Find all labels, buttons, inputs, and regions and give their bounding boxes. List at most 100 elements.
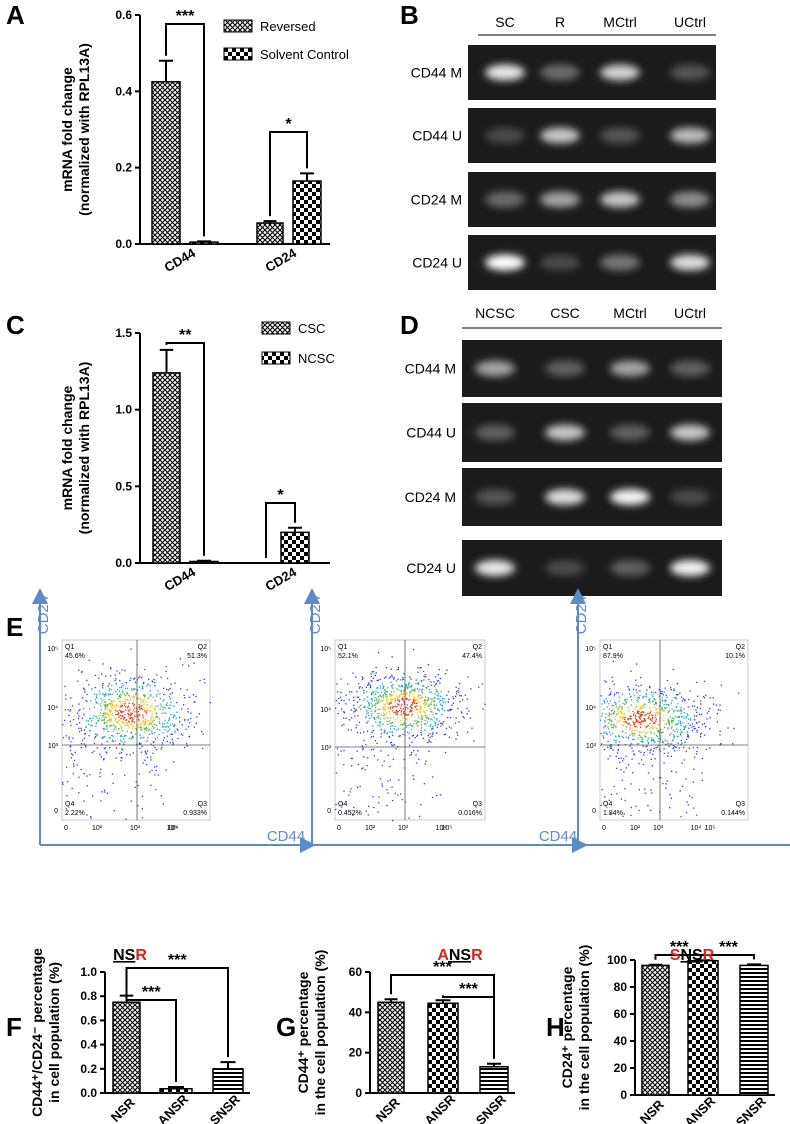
event-dot	[439, 677, 442, 680]
gel-band	[475, 489, 515, 505]
event-dot	[670, 727, 672, 729]
event-dot	[665, 743, 667, 745]
event-dot	[692, 781, 695, 783]
event-dot	[639, 690, 641, 692]
event-dot	[186, 745, 188, 747]
event-dot	[650, 748, 652, 751]
event-dot	[110, 719, 113, 721]
event-dot	[387, 792, 389, 794]
panel-letter: G	[276, 1012, 296, 1042]
event-dot	[113, 700, 115, 702]
event-dot	[649, 698, 651, 700]
quadrant-percent: 45.6%	[65, 653, 85, 660]
event-dot	[643, 706, 645, 708]
event-dot	[141, 714, 144, 716]
event-dot	[111, 707, 113, 709]
event-dot	[109, 718, 111, 721]
event-dot	[125, 709, 127, 711]
event-dot	[639, 717, 641, 719]
event-dot	[681, 762, 683, 764]
event-dot	[106, 713, 108, 715]
event-dot	[190, 717, 192, 720]
event-dot	[415, 682, 417, 685]
event-dot	[163, 699, 165, 701]
event-dot	[384, 713, 386, 715]
event-dot	[157, 774, 160, 776]
event-dot	[413, 699, 416, 702]
quadrant-name: Q2	[736, 644, 745, 651]
event-dot	[108, 708, 110, 710]
event-dot	[99, 753, 101, 756]
legend-swatch	[223, 19, 253, 33]
event-dot	[638, 710, 640, 713]
event-dot	[144, 720, 147, 722]
event-dot	[104, 706, 106, 708]
event-dot	[80, 743, 83, 745]
event-dot	[146, 701, 148, 703]
event-dot	[672, 729, 674, 731]
event-dot	[103, 699, 105, 701]
event-dot	[679, 721, 682, 723]
event-dot	[391, 734, 394, 737]
event-dot	[406, 687, 409, 689]
event-dot	[391, 694, 393, 696]
bar	[112, 1001, 141, 1094]
event-dot	[608, 708, 610, 710]
event-dot	[400, 711, 402, 713]
event-dot	[687, 804, 689, 806]
event-dot	[108, 683, 110, 685]
event-dot	[91, 725, 94, 727]
event-dot	[682, 722, 684, 724]
event-dot	[85, 726, 87, 728]
event-dot	[153, 681, 156, 684]
event-dot	[408, 817, 410, 819]
event-dot	[630, 743, 633, 745]
event-dot	[616, 692, 618, 694]
event-dot	[103, 721, 106, 723]
event-dot	[170, 683, 172, 686]
event-dot	[654, 741, 656, 743]
event-dot	[600, 804, 602, 807]
event-dot	[170, 702, 172, 704]
event-dot	[378, 713, 380, 715]
event-dot	[204, 682, 206, 684]
event-dot	[186, 689, 188, 691]
event-dot	[142, 721, 145, 723]
event-dot	[368, 704, 370, 706]
event-dot	[68, 736, 70, 738]
event-dot	[154, 738, 157, 740]
event-dot	[647, 701, 650, 704]
event-dot	[365, 713, 368, 715]
event-dot	[98, 719, 100, 721]
event-dot	[405, 717, 408, 720]
event-dot	[396, 697, 398, 700]
event-dot	[655, 718, 657, 721]
event-dot	[424, 711, 426, 713]
event-dot	[386, 732, 388, 734]
event-dot	[645, 732, 648, 735]
event-dot	[416, 708, 418, 711]
event-dot	[428, 704, 430, 706]
event-dot	[646, 689, 648, 691]
event-dot	[419, 667, 421, 669]
event-dot	[126, 723, 129, 725]
event-dot	[135, 729, 138, 732]
event-dot	[68, 738, 70, 740]
event-dot	[156, 765, 158, 768]
event-dot	[636, 720, 638, 722]
event-dot	[669, 734, 671, 736]
event-dot	[624, 721, 627, 723]
event-dot	[431, 719, 433, 721]
event-dot	[126, 707, 128, 709]
event-dot	[667, 728, 669, 730]
event-dot	[409, 696, 411, 698]
event-dot	[437, 673, 439, 676]
event-dot	[640, 708, 643, 710]
y-axis-label: CD24	[35, 596, 52, 634]
event-dot	[658, 748, 661, 751]
event-dot	[146, 740, 148, 742]
event-dot	[701, 723, 704, 726]
event-dot	[671, 726, 673, 728]
event-dot	[662, 693, 664, 696]
